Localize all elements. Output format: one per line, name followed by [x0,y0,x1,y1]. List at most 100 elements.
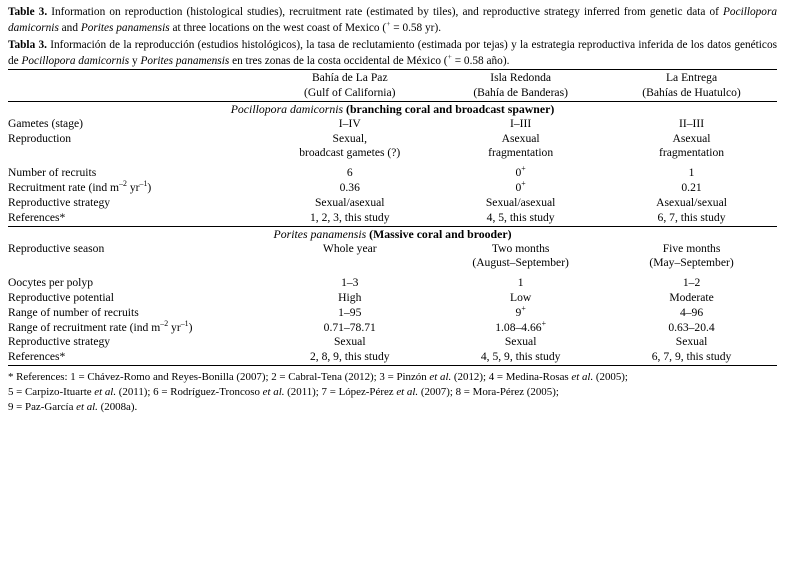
table-footnotes: * References: 1 = Chávez-Romo and Reyes-… [8,366,777,414]
caption-spanish-marker: + [447,51,452,61]
section-heading-pocillopora: Pocillopora damicornis (branching coral … [8,102,777,117]
value-main: Two months [491,241,550,255]
value-marker: + [521,164,526,174]
value-marker: + [541,318,547,328]
row-value-reproductive-season-site-2: Two months (August–September) [435,242,606,272]
label-suffix: ) [188,320,193,334]
value-sub: fragmentation [659,146,725,160]
row-label-oocytes-per-polyp: Oocytes per polyp [8,276,94,290]
row-value-range-of-recruitment-rate-site-2: 1.08–4.66+ [435,318,606,336]
row-value-reproductive-season-site-1: Whole year [264,242,435,272]
caption-spanish-text-1: Información de la reproducción (estudios… [8,38,777,67]
row-value-reproductive-strategy-site-3: Asexual/sexual [656,195,727,209]
table-row: Reproductive strategy Sexual/asexual Sex… [8,196,777,211]
caption-english-species-1: Pocillopora damicornis [8,6,777,35]
caption-english-text-1: Information on reproduction (histologica… [47,6,724,18]
caption-english-text-4: = 0.58 yr). [390,22,442,35]
section-heading-porites: Porites panamensis (Massive coral and br… [8,227,777,242]
value-main: 0 [515,181,522,195]
table-row: Reproductive strategy Sexual Sexual Sexu… [8,335,777,350]
value-sub: broadcast gametes (?) [299,146,401,160]
row-label-reproduction: Reproduction [8,131,72,145]
table-row: Number of recruits 6 0+ 1 [8,164,777,181]
header-cell-site-2: Isla Redonda (Bahía de Banderas) [435,70,606,101]
section-species-name: Pocillopora damicornis [230,101,344,116]
table-caption: Table 3. Information on reproduction (hi… [8,0,777,69]
caption-spanish-text-3: en tres zonas de la costa occidental de … [229,54,448,67]
table-row: References* 2, 8, 9, this study 4, 5, 9,… [8,350,777,365]
caption-english-text-3: at three locations on the west coast of … [169,22,387,35]
row-label-gametes-stage: Gametes (stage) [8,116,84,130]
footnote-line-2: 5 = Carpizo-Ituarte et al. (2011); 6 = R… [8,385,777,400]
footnote-3-a: 9 = Paz-García [8,400,77,413]
row-value-reproductive-season-site-3: Five months (May–September) [606,242,777,272]
site-2-region: (Bahía de Banderas) [473,86,568,100]
row-label-references: References* [8,350,66,364]
row-value-range-of-number-of-recruits-site-3: 4–96 [679,305,704,319]
table-row: Range of recruitment rate (ind m–2 yr–1)… [8,318,777,336]
row-value-reproductive-potential-site-2: Low [510,291,532,304]
footnote-3-etal: et al. [76,400,98,413]
value-sub: (August–September) [472,256,569,270]
row-value-reproduction-site-2: Asexual fragmentation [435,132,606,162]
row-value-oocytes-per-polyp-site-2: 1 [517,276,524,290]
value-main: Asexual [672,131,711,145]
footnote-2-b: (2011); 6 = Rodríguez-Troncoso [116,385,263,398]
label-exponent-area: –2 [119,179,127,189]
table-row: Range of number of recruits 1–95 9+ 4–96 [8,303,777,321]
caption-spanish-label: Tabla 3. [8,38,47,51]
value-marker: + [521,179,526,189]
value-marker: + [521,303,526,313]
label-prefix: Range of recruitment rate (ind m [8,320,161,334]
header-cell-label [8,70,264,101]
row-label-reproductive-season: Reproductive season [8,241,105,255]
row-label-range-of-recruitment-rate: Range of recruitment rate (ind m–2 yr–1) [8,318,264,336]
section-species-descriptor: (branching coral and broadcast spawner) [343,101,555,116]
footnote-2-a: 5 = Carpizo-Ituarte [8,385,95,398]
label-exponent-time: –1 [180,318,189,328]
value-main: Whole year [322,241,377,255]
row-value-number-of-recruits-site-2: 0+ [435,164,606,181]
row-value-number-of-recruits-site-1: 6 [346,166,353,180]
row-value-number-of-recruits-site-3: 1 [688,166,695,180]
footnote-3-b: (2008a). [97,400,138,413]
value-main: Sexual, [332,131,367,145]
table-row: Gametes (stage) I–IV I–III II–III [8,117,777,132]
label-exponent-area: –2 [160,318,169,328]
table-bottom-rule [8,365,777,367]
row-value-gametes-stage-site-3: II–III [678,116,705,130]
row-value-reproduction-site-1: Sexual, broadcast gametes (?) [264,132,435,162]
row-value-range-of-recruitment-rate-site-3: 0.63–20.4 [668,320,715,334]
row-value-references-site-2: 4, 5, this study [486,210,555,224]
footnote-1-b: (2012); 4 = Medina-Rosas [451,371,572,384]
site-2-name: Isla Redonda [490,71,552,85]
value-sub: (May–September) [649,256,734,270]
table-section-divider-rule [8,225,777,227]
section-heading-row: Pocillopora damicornis (branching coral … [8,102,777,117]
section-species-name: Porites panamensis [273,226,367,241]
row-value-reproductive-strategy-site-1: Sexual [333,335,366,349]
table-row: Reproductive season Whole year Two month… [8,242,777,272]
row-value-oocytes-per-polyp-site-1: 1–3 [341,276,359,290]
label-exponent-time: –1 [139,179,148,189]
footnote-line-1: * References: 1 = Chávez-Romo and Reyes-… [8,370,777,385]
value-main: 9 [515,305,522,319]
site-1-name: Bahía de La Paz [311,71,388,85]
value-main: Asexual [501,131,540,145]
caption-spanish: Tabla 3. Información de la reproducción … [8,37,777,69]
caption-english-marker: + [386,19,391,29]
row-value-reproductive-strategy-site-2: Sexual [504,335,537,349]
value-sub: fragmentation [488,146,554,160]
row-label-reproductive-strategy: Reproductive strategy [8,195,111,209]
section-species-descriptor: (Massive coral and brooder) [366,226,512,241]
row-value-recruitment-rate-site-3: 0.21 [681,181,702,195]
row-value-references-site-1: 2, 8, 9, this study [309,350,390,364]
value-main: Five months [662,241,721,255]
row-label-recruitment-rate: Recruitment rate (ind m–2 yr–1) [8,179,264,196]
row-value-references-site-3: 6, 7, this study [657,210,726,224]
label-prefix: Recruitment rate (ind m [8,181,120,195]
footnote-1-a: * References: 1 = Chávez-Romo and Reyes-… [8,371,430,384]
row-label-reproductive-potential: Reproductive potential [8,291,114,304]
header-cell-site-1: Bahía de La Paz (Gulf of California) [264,70,435,101]
caption-spanish-species-1: Pocillopora damicornis [21,54,130,67]
